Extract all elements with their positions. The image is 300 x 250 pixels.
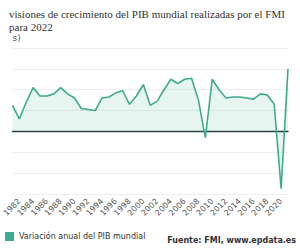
svg-text:2014: 2014 — [222, 196, 243, 218]
svg-text:1994: 1994 — [84, 196, 106, 218]
svg-text:1982: 1982 — [1, 196, 23, 218]
svg-text:1988: 1988 — [43, 196, 64, 218]
svg-text:1984: 1984 — [15, 196, 37, 218]
svg-text:2002: 2002 — [139, 196, 161, 218]
svg-text:1996: 1996 — [98, 196, 119, 218]
svg-text:2018: 2018 — [249, 196, 271, 218]
svg-text:Fuente: FMI, www.epdata.es: Fuente: FMI, www.epdata.es — [167, 236, 296, 245]
svg-text:2012: 2012 — [208, 196, 230, 218]
svg-text:Variación anual del PIB mundia: Variación anual del PIB mundial — [19, 231, 145, 241]
svg-text:2016: 2016 — [236, 196, 257, 218]
svg-text:1986: 1986 — [29, 196, 51, 218]
svg-text:2000: 2000 — [125, 196, 147, 218]
svg-text:2020: 2020 — [264, 197, 285, 218]
svg-text:2008: 2008 — [180, 196, 202, 218]
svg-text:visiones de crecimiento del PI: visiones de crecimiento del PIB mundial … — [9, 8, 288, 20]
svg-text:1992: 1992 — [70, 196, 92, 218]
svg-text:s): s) — [12, 33, 20, 43]
svg-text:1990: 1990 — [56, 196, 78, 218]
svg-text:2004: 2004 — [153, 196, 175, 218]
svg-text:2010: 2010 — [194, 196, 216, 218]
svg-text:1998: 1998 — [112, 196, 133, 218]
svg-text:2006: 2006 — [167, 196, 188, 218]
svg-text:para 2022: para 2022 — [9, 21, 53, 33]
